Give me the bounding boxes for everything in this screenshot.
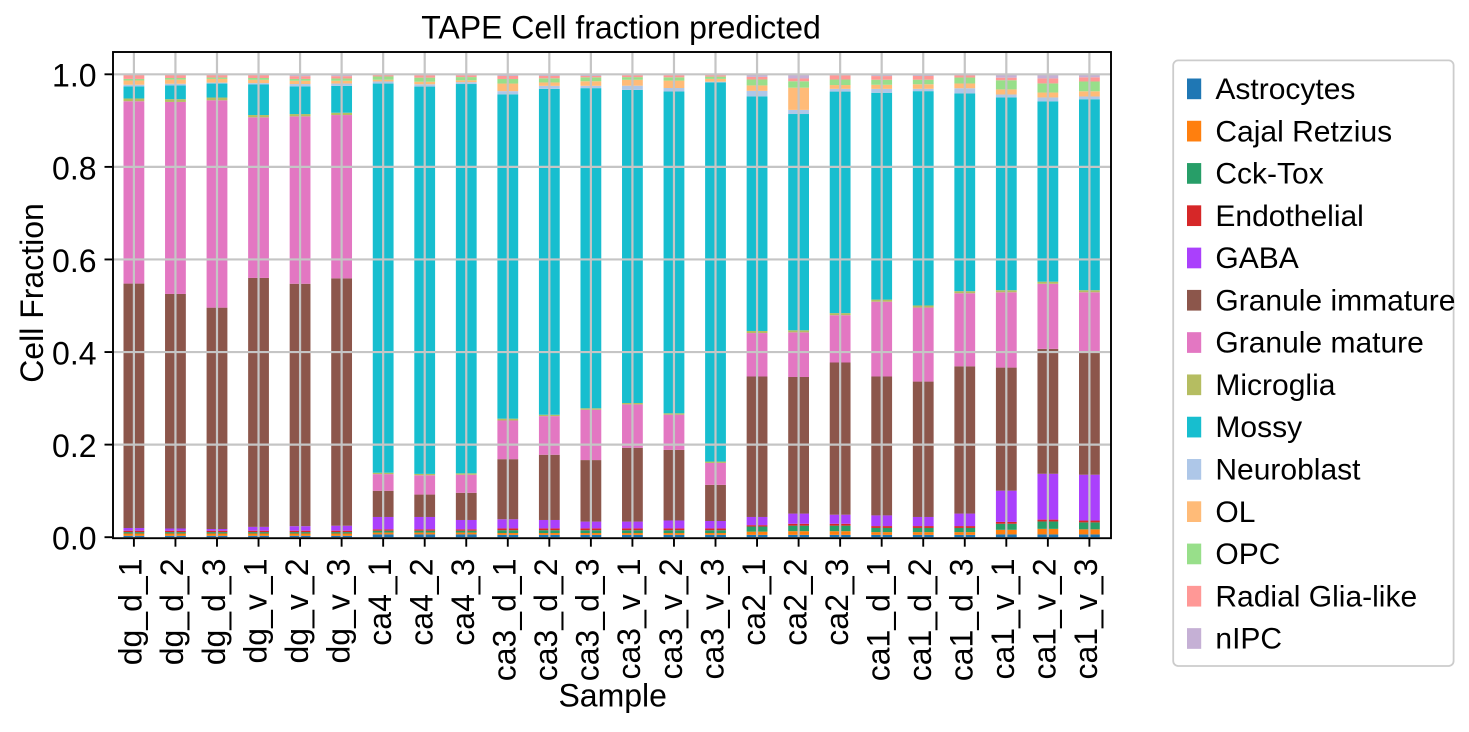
svg-text:0.0: 0.0	[52, 521, 96, 557]
svg-text:Radial Glia-like: Radial Glia-like	[1215, 580, 1417, 613]
svg-text:ca2_1: ca2_1	[736, 559, 772, 646]
svg-text:Cajal Retzius: Cajal Retzius	[1215, 115, 1392, 148]
svg-text:ca1_v_2: ca1_v_2	[1027, 559, 1063, 680]
svg-text:Sample: Sample	[558, 677, 667, 713]
svg-text:ca3_d_1: ca3_d_1	[487, 559, 523, 682]
svg-text:ca1_v_3: ca1_v_3	[1068, 559, 1104, 680]
svg-text:ca3_v_3: ca3_v_3	[694, 559, 730, 680]
svg-text:ca3_v_2: ca3_v_2	[653, 559, 689, 680]
svg-text:1.0: 1.0	[52, 58, 96, 94]
svg-text:Granule mature: Granule mature	[1215, 327, 1423, 360]
svg-text:ca3_v_1: ca3_v_1	[611, 559, 647, 680]
svg-text:Granule immature: Granule immature	[1215, 284, 1455, 317]
svg-text:ca4_1: ca4_1	[362, 559, 398, 646]
svg-text:0.2: 0.2	[52, 428, 96, 464]
svg-text:ca1_d_3: ca1_d_3	[944, 559, 980, 682]
svg-text:0.4: 0.4	[52, 335, 96, 371]
svg-text:dg_v_3: dg_v_3	[320, 559, 356, 664]
svg-text:Cell Fraction: Cell Fraction	[14, 203, 50, 383]
svg-text:ca3_d_3: ca3_d_3	[570, 559, 606, 682]
svg-text:Microglia: Microglia	[1215, 369, 1335, 402]
svg-text:0.6: 0.6	[52, 243, 96, 279]
svg-text:TAPE Cell fraction predicted: TAPE Cell fraction predicted	[421, 10, 821, 46]
svg-text:Endothelial: Endothelial	[1215, 200, 1363, 233]
svg-text:Astrocytes: Astrocytes	[1215, 73, 1355, 106]
svg-text:ca1_v_1: ca1_v_1	[985, 559, 1021, 680]
svg-text:dg_d_1: dg_d_1	[113, 559, 149, 666]
svg-text:ca3_d_2: ca3_d_2	[528, 559, 564, 682]
svg-text:GABA: GABA	[1215, 242, 1298, 275]
svg-text:dg_d_2: dg_d_2	[154, 559, 190, 666]
svg-text:Neuroblast: Neuroblast	[1215, 454, 1361, 487]
svg-text:ca2_2: ca2_2	[777, 559, 813, 646]
svg-text:dg_v_2: dg_v_2	[279, 559, 315, 664]
svg-text:Mossy: Mossy	[1215, 411, 1302, 444]
svg-text:OL: OL	[1215, 496, 1255, 529]
svg-text:Cck-Tox: Cck-Tox	[1215, 158, 1323, 191]
svg-text:ca2_3: ca2_3	[819, 559, 855, 646]
svg-text:ca4_3: ca4_3	[445, 559, 481, 646]
svg-text:dg_d_3: dg_d_3	[196, 559, 232, 666]
svg-text:OPC: OPC	[1215, 538, 1280, 571]
svg-text:nIPC: nIPC	[1215, 623, 1282, 656]
svg-text:ca1_d_2: ca1_d_2	[902, 559, 938, 682]
svg-text:0.8: 0.8	[52, 150, 96, 186]
svg-text:ca1_d_1: ca1_d_1	[860, 559, 896, 682]
svg-text:dg_v_1: dg_v_1	[237, 559, 273, 664]
svg-text:ca4_2: ca4_2	[404, 559, 440, 646]
